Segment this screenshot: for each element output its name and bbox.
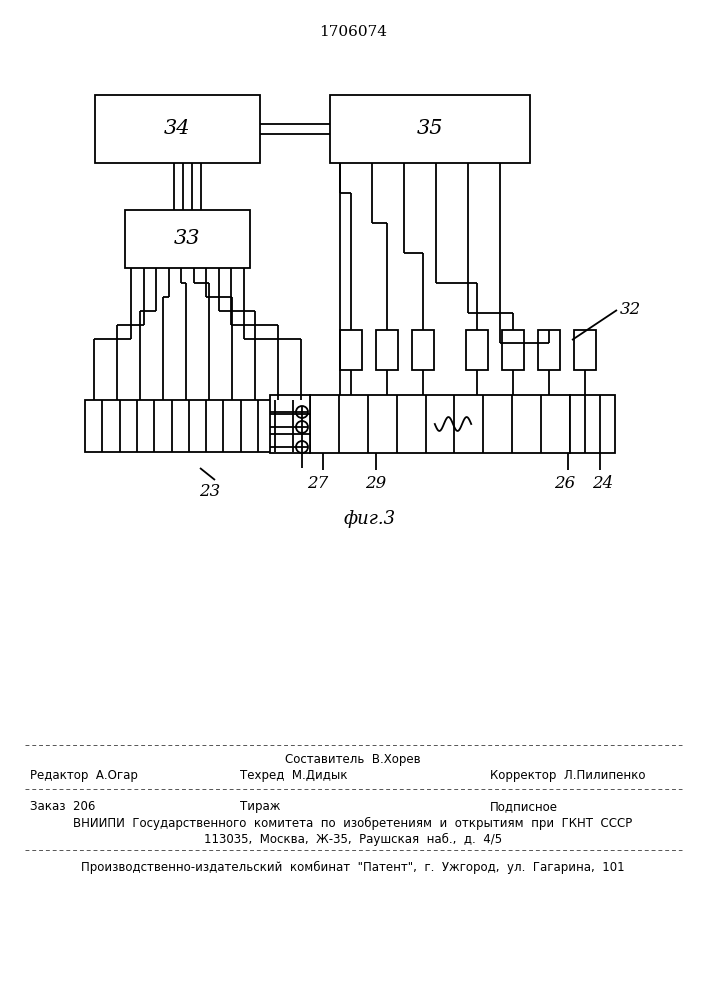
Text: Составитель  В.Хорев: Составитель В.Хорев [285, 753, 421, 766]
Bar [340, 330, 362, 370]
Bar [466, 330, 488, 370]
Bar [538, 330, 560, 370]
Bar [85, 400, 310, 452]
Bar [270, 395, 310, 453]
Text: 23: 23 [199, 483, 221, 500]
Bar [310, 395, 570, 453]
Text: Корректор  Л.Пилипенко: Корректор Л.Пилипенко [490, 769, 645, 782]
Text: 113035,  Москва,  Ж-35,  Раушская  наб.,  д.  4/5: 113035, Москва, Ж-35, Раушская наб., д. … [204, 833, 502, 846]
Text: Редактор  А.Огар: Редактор А.Огар [30, 769, 138, 782]
Bar [330, 95, 530, 163]
Text: 24: 24 [592, 475, 614, 492]
Text: 26: 26 [554, 475, 575, 492]
Text: Тираж: Тираж [240, 800, 281, 813]
Text: 33: 33 [174, 230, 201, 248]
Text: 1706074: 1706074 [319, 25, 387, 39]
Bar [95, 95, 260, 163]
Text: 32: 32 [620, 302, 641, 318]
Bar [574, 330, 596, 370]
Text: Заказ  206: Заказ 206 [30, 800, 95, 813]
Text: 35: 35 [416, 119, 443, 138]
Text: ВНИИПИ  Государственного  комитета  по  изобретениям  и  открытиям  при  ГКНТ  С: ВНИИПИ Государственного комитета по изоб… [74, 817, 633, 830]
Text: Техред  М.Дидык: Техред М.Дидык [240, 769, 348, 782]
Text: 27: 27 [308, 475, 329, 492]
Text: 34: 34 [164, 119, 191, 138]
Text: фиг.3: фиг.3 [344, 510, 396, 528]
Text: 29: 29 [366, 475, 387, 492]
Bar [502, 330, 524, 370]
Bar [125, 210, 250, 268]
Text: Производственно-издательский  комбинат  "Патент",  г.  Ужгород,  ул.  Гагарина, : Производственно-издательский комбинат "П… [81, 861, 625, 874]
Bar [570, 395, 615, 453]
Bar [376, 330, 398, 370]
Text: Подписное: Подписное [490, 800, 558, 813]
Bar [412, 330, 434, 370]
